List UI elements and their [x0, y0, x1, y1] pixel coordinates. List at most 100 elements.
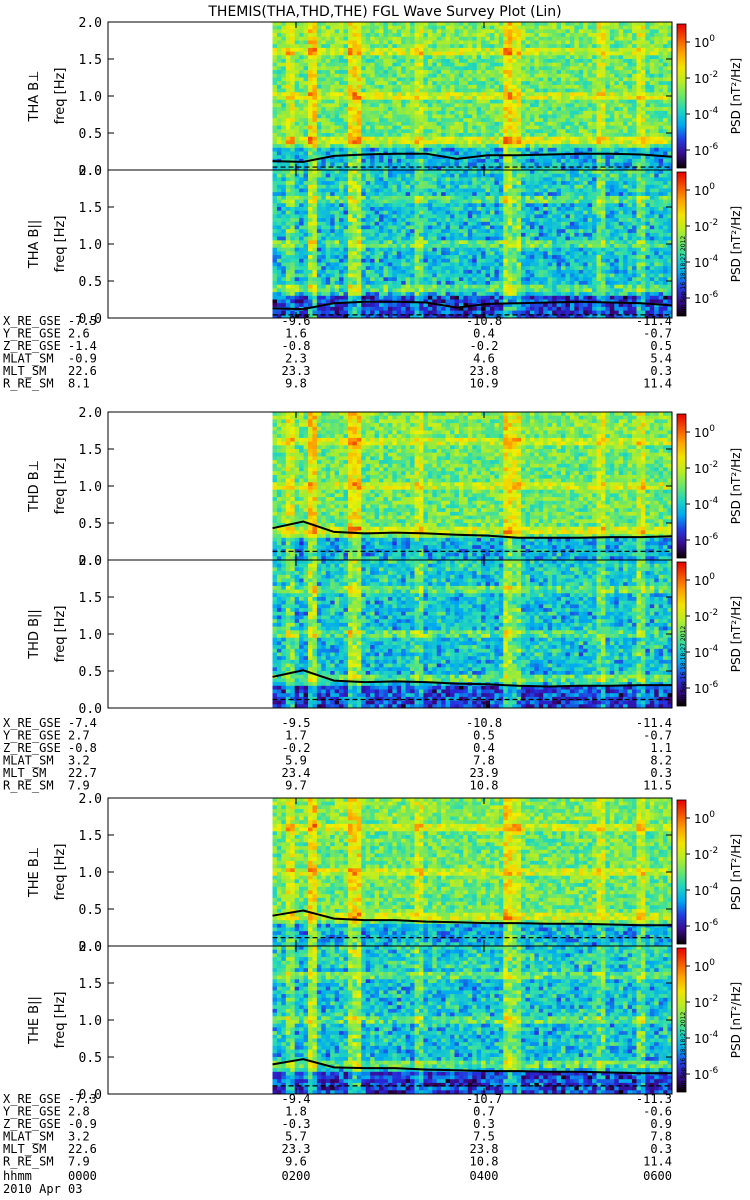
spectrogram-cell [517, 103, 522, 107]
spectrogram-cell [565, 144, 570, 148]
spectrogram-cell [534, 163, 539, 167]
spectrogram-cell [352, 222, 357, 226]
spectrogram-cell [543, 103, 548, 107]
spectrogram-cell [552, 163, 557, 167]
spectrogram-cell [379, 203, 384, 207]
spectrogram-cell [375, 181, 380, 185]
spectrogram-cell [339, 285, 344, 289]
spectrogram-cell [308, 277, 313, 281]
spectrogram-cell [392, 288, 397, 292]
spectrogram-cell [295, 300, 300, 304]
spectrogram-cell [574, 22, 579, 26]
spectrogram-cell [415, 263, 420, 267]
spectrogram-cell [357, 22, 362, 26]
spectrogram-cell [352, 248, 357, 252]
spectrogram-cell [383, 78, 388, 82]
spectrogram-cell [321, 100, 326, 104]
spectrogram-cell [632, 100, 637, 104]
spectrogram-cell [410, 74, 415, 78]
spectrogram-cell [574, 52, 579, 56]
spectrogram-cell [490, 48, 495, 52]
spectrogram-cell [432, 96, 437, 100]
spectrogram-cell [277, 192, 282, 196]
spectrogram-cell [375, 218, 380, 222]
spectrogram-cell [521, 115, 526, 119]
spectrogram-cell [277, 218, 282, 222]
spectrogram-cell [397, 41, 402, 45]
spectrogram-cell [379, 292, 384, 296]
spectrogram-cell [494, 100, 499, 104]
spectrogram-cell [557, 122, 562, 126]
spectrogram-cell [419, 115, 424, 119]
spectrogram-cell [330, 85, 335, 89]
spectrogram-cell [619, 59, 624, 63]
spectrogram-cell [592, 159, 597, 163]
spectrogram-cell [326, 311, 331, 315]
spectrogram-cell [530, 103, 535, 107]
spectrogram-cell [517, 44, 522, 48]
spectrogram-cell [352, 192, 357, 196]
spectrogram-cell [415, 115, 420, 119]
spectrogram-cell [645, 92, 650, 96]
spectrogram-cell [521, 118, 526, 122]
spectrogram-cell [370, 148, 375, 152]
spectrogram-cell [543, 74, 548, 78]
spectrogram-cell [574, 159, 579, 163]
spectrogram-cell [517, 37, 522, 41]
spectrogram-cell [312, 233, 317, 237]
spectrogram-cell [548, 140, 553, 144]
spectrogram-cell [406, 33, 411, 37]
spectrogram-cell [614, 55, 619, 59]
spectrogram-cell [290, 174, 295, 178]
spectrogram-cell [468, 78, 473, 82]
spectrogram-cell [352, 170, 357, 174]
spectrogram-cell [610, 96, 615, 100]
spectrogram-cell [454, 148, 459, 152]
spectrogram-cell [610, 89, 615, 93]
spectrogram-cell [654, 96, 659, 100]
spectrogram-cell [290, 281, 295, 285]
spectrogram-cell [588, 37, 593, 41]
spectrogram-cell [392, 122, 397, 126]
spectrogram-cell [317, 118, 322, 122]
spectrogram-cell [437, 163, 442, 167]
spectrogram-cell [308, 29, 313, 33]
spectrogram-cell [317, 115, 322, 119]
spectrogram-cell [570, 100, 575, 104]
spectrogram-cell [304, 52, 309, 56]
spectrogram-cell [636, 85, 641, 89]
spectrogram-cell [326, 185, 331, 189]
spectrogram-cell [295, 259, 300, 263]
spectrogram-cell [650, 55, 655, 59]
spectrogram-cell [552, 29, 557, 33]
spectrogram-cell [344, 144, 349, 148]
spectrogram-cell [299, 177, 304, 181]
spectrogram-cell [601, 115, 606, 119]
spectrogram-cell [308, 129, 313, 133]
spectrogram-cell [481, 78, 486, 82]
spectrogram-cell [366, 303, 371, 307]
spectrogram-cell [339, 96, 344, 100]
spectrogram-cell [383, 274, 388, 278]
spectrogram-cell [388, 96, 393, 100]
spectrogram-cell [526, 70, 531, 74]
spectrogram-cell [654, 107, 659, 111]
spectrogram-cell [570, 41, 575, 45]
spectrogram-cell [446, 137, 451, 141]
spectrogram-cell [521, 48, 526, 52]
spectrogram-cell [277, 207, 282, 211]
spectrogram-cell [410, 155, 415, 159]
spectrogram-cell [454, 133, 459, 137]
spectrogram-cell [366, 296, 371, 300]
spectrogram-cell [419, 244, 424, 248]
spectrogram-cell [357, 96, 362, 100]
spectrogram-cell [419, 78, 424, 82]
spectrogram-cell [286, 48, 291, 52]
spectrogram-cell [410, 196, 415, 200]
spectrogram-cell [494, 107, 499, 111]
spectrogram-cell [304, 137, 309, 141]
spectrogram-cell [565, 48, 570, 52]
spectrogram-cell [486, 115, 491, 119]
spectrogram-cell [290, 74, 295, 78]
